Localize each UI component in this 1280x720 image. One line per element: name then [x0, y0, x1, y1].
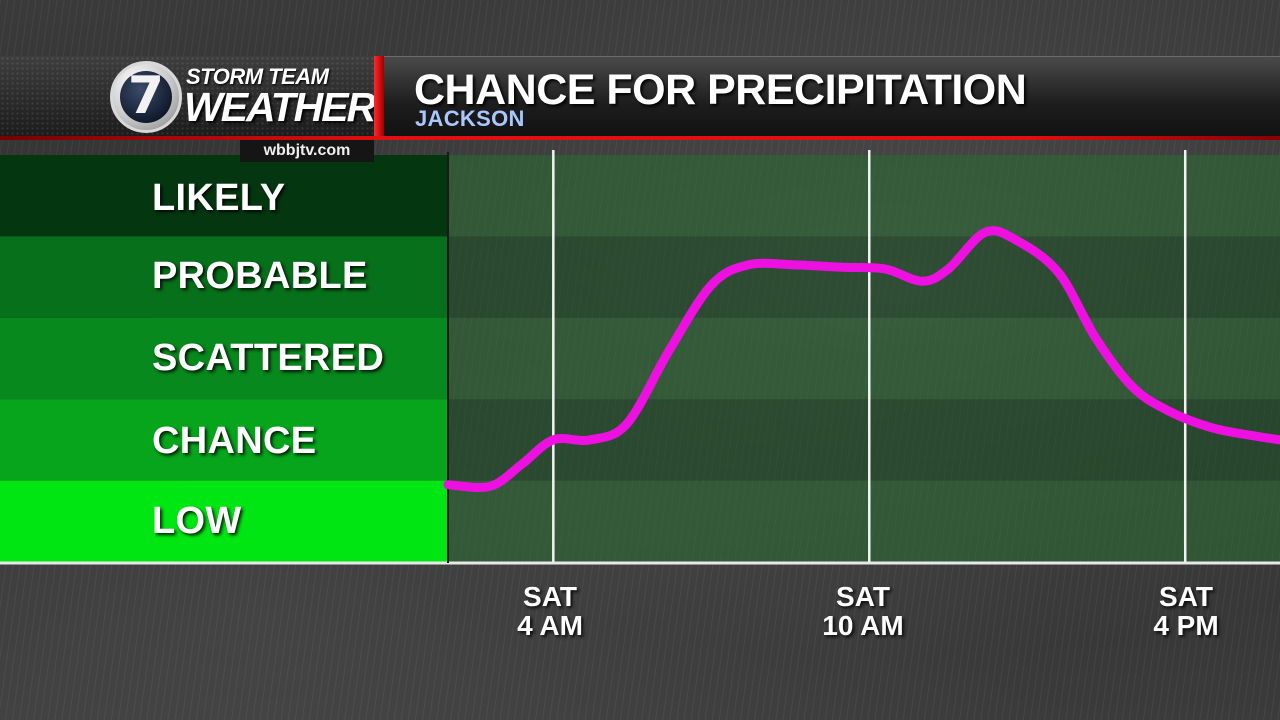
- x-tick-sat-4am: SAT 4 AM: [470, 582, 630, 640]
- header-red-divider: [374, 56, 384, 140]
- category-band-low: [0, 480, 448, 562]
- chart-title: CHANCE FOR PRECIPITATION: [414, 66, 1027, 114]
- series-line-precip: [443, 226, 1280, 493]
- y-category-probable: PROBABLE: [152, 255, 368, 297]
- logo-panel: [0, 56, 374, 140]
- plot-band-probable: [448, 236, 1280, 318]
- channel-number-logo: 7: [127, 66, 165, 126]
- y-category-low: LOW: [152, 500, 242, 542]
- x-tick-time: 10 AM: [822, 610, 904, 641]
- category-band-scattered: [0, 317, 448, 400]
- plot-band-low: [448, 480, 1280, 562]
- y-category-chance: CHANCE: [152, 420, 317, 462]
- x-tick-day: SAT: [1159, 581, 1213, 612]
- y-category-likely: LIKELY: [152, 177, 286, 219]
- brand-weather: WEATHER: [184, 84, 376, 130]
- brand-storm-team: STORM TEAM: [186, 64, 329, 89]
- category-band-likely: [0, 155, 448, 237]
- y-category-scattered: SCATTERED: [152, 337, 385, 379]
- category-band-chance: [0, 399, 448, 481]
- x-tick-sat-10am: SAT 10 AM: [783, 582, 943, 640]
- plot-band-likely: [448, 155, 1280, 237]
- website-url: wbbjtv.com: [240, 140, 374, 162]
- x-tick-day: SAT: [836, 581, 890, 612]
- x-tick-time: 4 AM: [517, 610, 583, 641]
- location-subtitle: JACKSON: [415, 106, 525, 131]
- channel-logo-disc: [120, 71, 172, 123]
- header-red-underline: [0, 136, 1280, 140]
- x-tick-day: SAT: [523, 581, 577, 612]
- x-tick-sat-4pm: SAT 4 PM: [1106, 582, 1266, 640]
- x-tick-time: 4 PM: [1153, 610, 1219, 641]
- plot-band-scattered: [448, 317, 1280, 400]
- category-band-probable: [0, 236, 448, 318]
